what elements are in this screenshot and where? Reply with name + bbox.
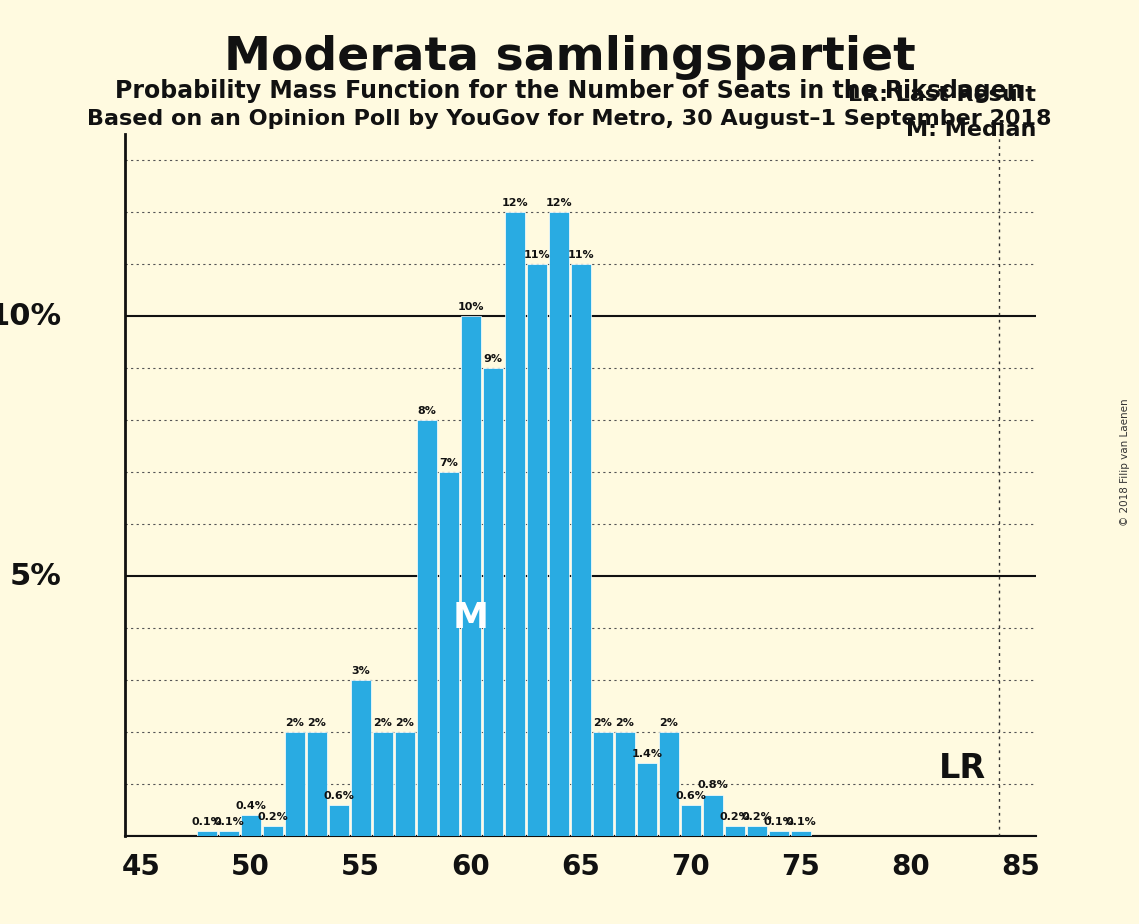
- Text: 10%: 10%: [458, 302, 484, 312]
- Bar: [372, 732, 393, 836]
- Bar: [658, 732, 679, 836]
- Bar: [263, 826, 282, 836]
- Bar: [549, 212, 570, 836]
- Bar: [395, 732, 415, 836]
- Text: 0.8%: 0.8%: [697, 781, 728, 790]
- Bar: [240, 815, 261, 836]
- Text: 1.4%: 1.4%: [631, 749, 663, 760]
- Text: 2%: 2%: [395, 718, 415, 728]
- Text: 12%: 12%: [501, 198, 528, 208]
- Bar: [505, 212, 525, 836]
- Bar: [197, 831, 216, 836]
- Bar: [747, 826, 767, 836]
- Bar: [637, 763, 657, 836]
- Bar: [571, 264, 591, 836]
- Text: 0.6%: 0.6%: [323, 791, 354, 801]
- Bar: [703, 795, 723, 836]
- Text: Probability Mass Function for the Number of Seats in the Riksdagen: Probability Mass Function for the Number…: [115, 79, 1024, 103]
- Text: © 2018 Filip van Laenen: © 2018 Filip van Laenen: [1121, 398, 1130, 526]
- Bar: [329, 805, 349, 836]
- Text: Moderata samlingspartiet: Moderata samlingspartiet: [223, 35, 916, 80]
- Text: 0.1%: 0.1%: [786, 817, 817, 827]
- Bar: [285, 732, 305, 836]
- Text: 8%: 8%: [417, 406, 436, 416]
- Bar: [483, 368, 503, 836]
- Text: 2%: 2%: [615, 718, 634, 728]
- Text: 2%: 2%: [286, 718, 304, 728]
- Bar: [769, 831, 789, 836]
- Bar: [306, 732, 327, 836]
- Text: LR: Last Result: LR: Last Result: [849, 85, 1036, 104]
- Text: 3%: 3%: [352, 666, 370, 676]
- Text: 0.1%: 0.1%: [191, 817, 222, 827]
- Bar: [219, 831, 239, 836]
- Text: 0.1%: 0.1%: [763, 817, 794, 827]
- Text: 2%: 2%: [659, 718, 679, 728]
- Bar: [526, 264, 547, 836]
- Bar: [615, 732, 636, 836]
- Text: 12%: 12%: [546, 198, 572, 208]
- Bar: [681, 805, 702, 836]
- Text: Based on an Opinion Poll by YouGov for Metro, 30 August–1 September 2018: Based on an Opinion Poll by YouGov for M…: [88, 109, 1051, 129]
- Text: M: Median: M: Median: [907, 120, 1036, 140]
- Text: 0.2%: 0.2%: [720, 811, 751, 821]
- Text: 0.2%: 0.2%: [741, 811, 772, 821]
- Text: 0.6%: 0.6%: [675, 791, 706, 801]
- Bar: [460, 316, 481, 836]
- Bar: [351, 680, 371, 836]
- Text: 2%: 2%: [593, 718, 613, 728]
- Text: 0.4%: 0.4%: [236, 801, 267, 811]
- Text: 9%: 9%: [483, 354, 502, 364]
- Text: 11%: 11%: [524, 249, 550, 260]
- Text: 2%: 2%: [308, 718, 326, 728]
- Bar: [790, 831, 811, 836]
- Text: LR: LR: [939, 752, 986, 785]
- Text: 0.1%: 0.1%: [213, 817, 244, 827]
- Text: M: M: [453, 601, 489, 635]
- Text: 11%: 11%: [567, 249, 595, 260]
- Bar: [417, 420, 437, 836]
- Bar: [439, 472, 459, 836]
- Text: 5%: 5%: [9, 562, 62, 590]
- Text: 7%: 7%: [440, 458, 458, 468]
- Text: 10%: 10%: [0, 301, 62, 331]
- Text: 2%: 2%: [374, 718, 392, 728]
- Text: 0.2%: 0.2%: [257, 811, 288, 821]
- Bar: [724, 826, 745, 836]
- Bar: [592, 732, 613, 836]
